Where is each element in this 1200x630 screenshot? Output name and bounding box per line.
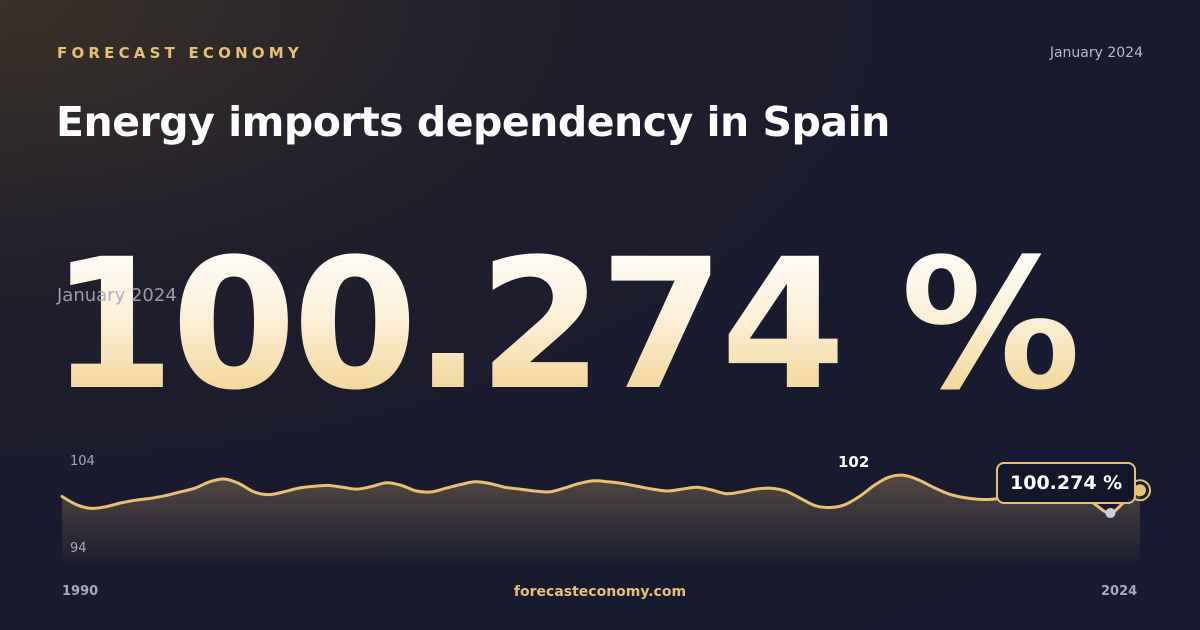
headline-value: 100.274 % — [50, 221, 1081, 430]
last-value-callout: 100.274 % — [996, 462, 1137, 504]
brand-name: FORECAST ECONOMY — [57, 44, 303, 62]
page-title: Energy imports dependency in Spain — [56, 98, 890, 146]
x-axis-start-label: 1990 — [62, 584, 99, 599]
header-date: January 2024 — [1049, 45, 1143, 61]
series-line — [60, 473, 1142, 515]
last-point-marker — [1134, 484, 1146, 497]
y-axis-min-label: 94 — [70, 541, 87, 556]
x-axis-end-label: 2024 — [1101, 584, 1138, 599]
y-axis-max-label: 104 — [70, 454, 95, 469]
peak-value-label: 102 — [838, 453, 870, 471]
min-point-marker — [1105, 508, 1116, 519]
footer-site-link[interactable]: forecasteconomy.com — [513, 584, 687, 600]
series-area — [62, 475, 1140, 563]
headline-date: January 2024 — [57, 285, 177, 306]
